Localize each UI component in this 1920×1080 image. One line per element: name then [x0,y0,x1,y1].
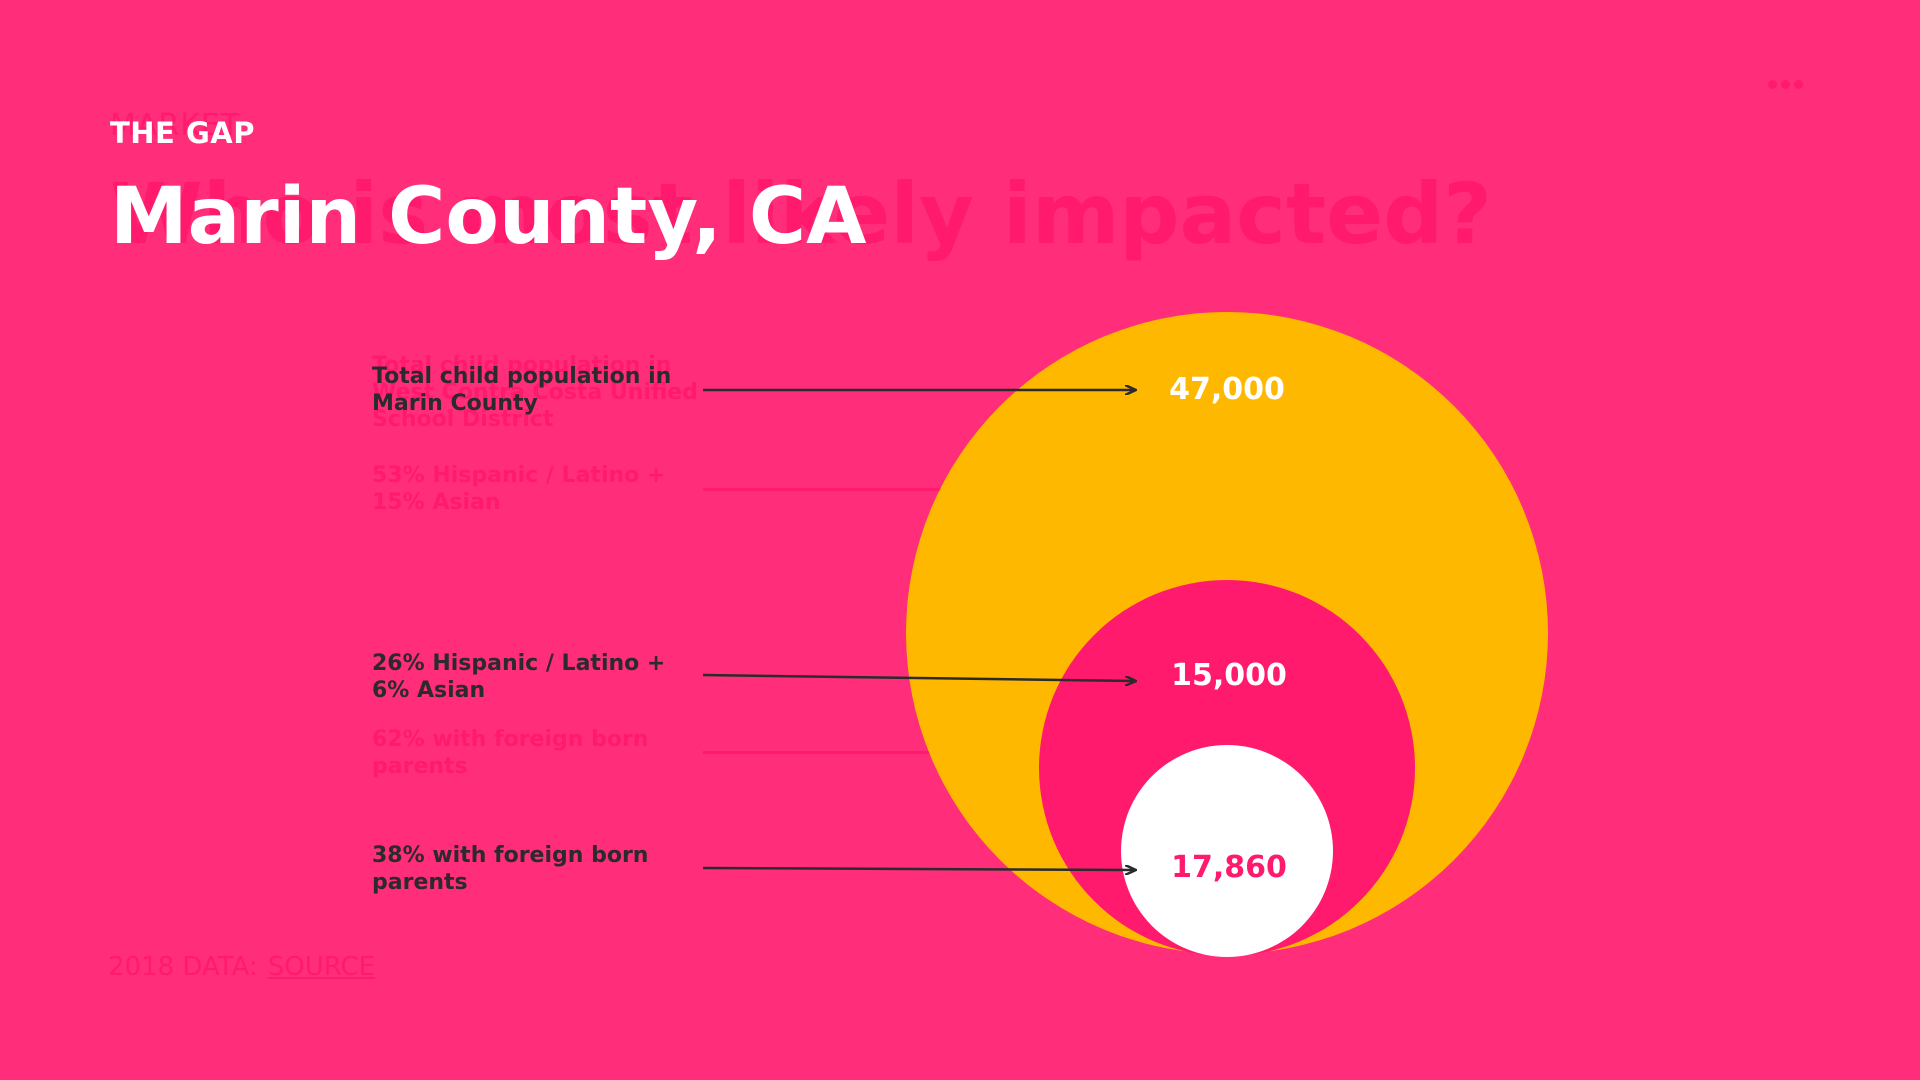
ghost-footer: 2018 DATA: SOURCE [108,952,375,982]
menu-dot [1794,80,1803,89]
ghost-label-2: 53% Hispanic / Latino + 15% Asian [372,463,666,515]
menu-dot [1781,80,1790,89]
ghost-eyebrow: MARKET [110,108,241,143]
row-label-foreign-born: 38% with foreign born parents [372,843,649,895]
page-title: Marin County, CA [110,172,867,262]
more-dots-icon[interactable] [1768,80,1803,89]
ghost-connector-2 [703,488,943,491]
connector-arrow-3 [702,868,1135,870]
ghost-connector-3 [703,751,943,754]
value-foreign-born: 17,860 [1171,850,1287,885]
value-total-population: 47,000 [1169,372,1285,407]
row-label-hispanic-asian: 26% Hispanic / Latino + 6% Asian [372,651,666,703]
row-label-total-population: Total child population in Marin County [372,364,672,416]
menu-dot [1768,80,1777,89]
value-hispanic-asian: 15,000 [1171,658,1287,693]
ghost-footer-text: 2018 DATA: [108,952,258,982]
ghost-label-3: 62% with foreign born parents [372,727,649,779]
ghost-title: Who is most likely impacted? [110,165,1492,263]
ghost-source-link[interactable]: SOURCE [267,952,376,982]
ghost-label-1: Total child population in West Contra Co… [372,353,698,432]
section-eyebrow: THE GAP [110,116,255,150]
connector-arrow-2 [702,673,1135,681]
inner-circle [1121,745,1333,957]
